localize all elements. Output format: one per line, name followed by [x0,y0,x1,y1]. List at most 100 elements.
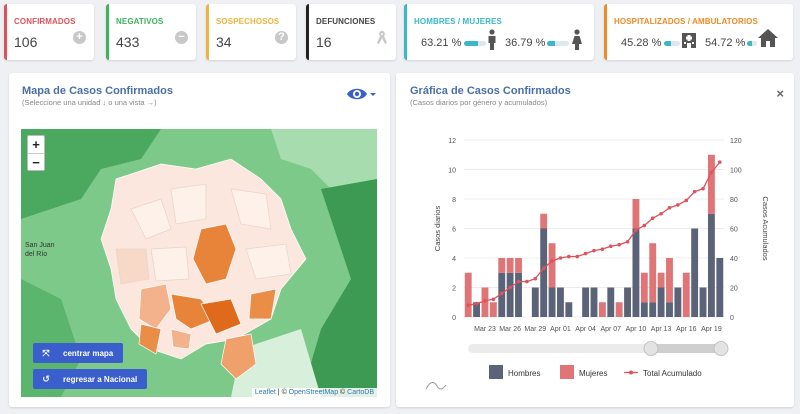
x-tick-label: Mar 29 [524,326,546,333]
y-tick-label: 0 [452,315,456,322]
point-total-acumulado [550,259,554,263]
bar-hombres [632,228,640,317]
bar-hombres [707,213,715,317]
point-total-acumulado [617,242,621,247]
chart-panel-title: Gráfica de Casos Confirmados [410,85,571,97]
zoom-out-button[interactable]: − [28,153,44,170]
y2-tick-label: 80 [730,197,738,204]
range-slider-selection [651,344,721,353]
y-tick-label: 10 [448,168,456,175]
attr-separator: | © [275,389,289,396]
y-tick-label: 12 [448,138,456,145]
bar-hombres [506,272,514,317]
point-total-acumulado [516,279,521,284]
x-tick-label: Apr 13 [651,326,672,333]
bar-mujeres [464,272,472,317]
cartodb-link[interactable]: CartoDB [347,389,374,396]
y-tick-label: 4 [452,256,456,263]
center-map-button[interactable]: ⤧ centrar mapa [33,343,124,363]
point-total-acumulado [718,160,722,164]
bar-hombres [590,287,598,317]
bar-hombres [582,287,590,317]
center-map-label: centrar mapa [63,348,114,358]
osm-link[interactable]: OpenStreetMap [288,389,339,396]
point-total-acumulado [525,279,529,284]
bar-mujeres [615,302,623,317]
hombres-progress [464,41,486,46]
card-negativos[interactable]: NEGATIVOS 433 − [106,4,196,60]
map-area[interactable]: San Juan del Río + − ⤧ centrar mapa ↺ re… [21,129,377,397]
card-hombres-mujeres[interactable]: HOMBRES / MUJERES 63.21 % 36.79 % [404,4,594,60]
y2-tick-label: 120 [730,138,742,145]
map-panel: Mapa de Casos Confirmados (Seleccione un… [9,73,390,407]
legend-marker-total [629,370,633,375]
point-total-acumulado [625,239,630,244]
bar-hombres [548,287,556,317]
leaflet-link[interactable]: Leaflet [254,389,276,396]
card-defunciones[interactable]: DEFUNCIONES 16 [306,4,396,60]
point-total-acumulado [634,228,638,232]
card-hospitalizados-ambulatorios[interactable]: HOSPITALIZADOS / AMBULATORIOS 45.28 % 54… [604,4,793,60]
attr-separator: © [338,389,348,396]
y-tick-label: 6 [452,227,456,234]
mujeres-progress [547,41,569,46]
point-total-acumulado [650,216,655,220]
close-button[interactable]: × [776,86,784,101]
map-attribution: Leaflet | © OpenStreetMap © CartoDB [251,388,377,397]
map-panel-title: Mapa de Casos Confirmados [22,85,173,97]
undo-icon: ↺ [42,373,50,384]
place-label: San Juan del Río [25,242,55,258]
x-tick-label: Mar 26 [499,326,521,333]
bar-hombres [540,228,548,317]
zoom-in-button[interactable]: + [32,137,40,152]
bar-mujeres [649,243,657,303]
bar-hombres [640,302,648,317]
ribbon-icon [377,31,387,44]
point-total-acumulado [499,291,504,296]
hospitalizados-percent: 45.28 % [621,37,662,49]
card-label: DEFUNCIONES [316,17,376,26]
bar-mujeres [515,258,522,273]
bar-mujeres [657,272,665,288]
y2-tick-label: 100 [730,168,742,175]
point-total-acumulado [583,251,588,256]
zoom-control: + − [27,135,45,171]
bar-hombres [565,302,573,317]
card-label: HOSPITALIZADOS / AMBULATORIOS [614,17,758,26]
card-label: CONFIRMADOS [14,17,76,26]
minus-circle-icon: − [175,31,188,44]
line-total-acumulado [468,161,721,306]
question-circle-icon: ? [275,31,288,44]
view-selector-button[interactable] [346,85,376,108]
point-total-acumulado [533,276,538,281]
point-total-acumulado [541,266,546,271]
range-slider-handle-left [643,341,659,356]
house-icon [758,29,778,47]
y-tick-label: 2 [452,286,456,293]
card-confirmados[interactable]: CONFIRMADOS 106 + [4,4,94,60]
map-panel-subtitle: (Seleccione una unidad ↓ o una vista →) [22,98,157,107]
x-tick-label: Apr 01 [550,326,571,333]
point-total-acumulado [558,256,563,260]
point-total-acumulado [692,189,697,194]
bar-hombres [657,287,665,317]
hospital-icon [682,33,696,48]
bar-mujeres [682,272,690,317]
bar-hombres [666,302,673,317]
point-total-acumulado [567,254,571,259]
back-to-national-button[interactable]: ↺ regresar a Nacional [33,369,148,389]
hombres-percent: 63.21 % [421,37,462,49]
x-tick-label: Apr 16 [676,326,697,333]
card-label: HOMBRES / MUJERES [414,17,502,26]
point-total-acumulado [483,298,487,303]
range-slider-handle-right [713,341,729,356]
bar-hombres [649,302,657,317]
point-total-acumulado [600,247,605,251]
chart-panel: Gráfica de Casos Confirmados (Casos diar… [396,73,794,407]
point-total-acumulado [474,301,479,306]
legend-label-mujeres: Mujeres [579,369,607,378]
bar-mujeres [666,258,673,303]
card-sospechosos[interactable]: SOSPECHOSOS 34 ? [206,4,296,60]
card-value: 16 [316,34,332,50]
male-icon [488,29,496,50]
